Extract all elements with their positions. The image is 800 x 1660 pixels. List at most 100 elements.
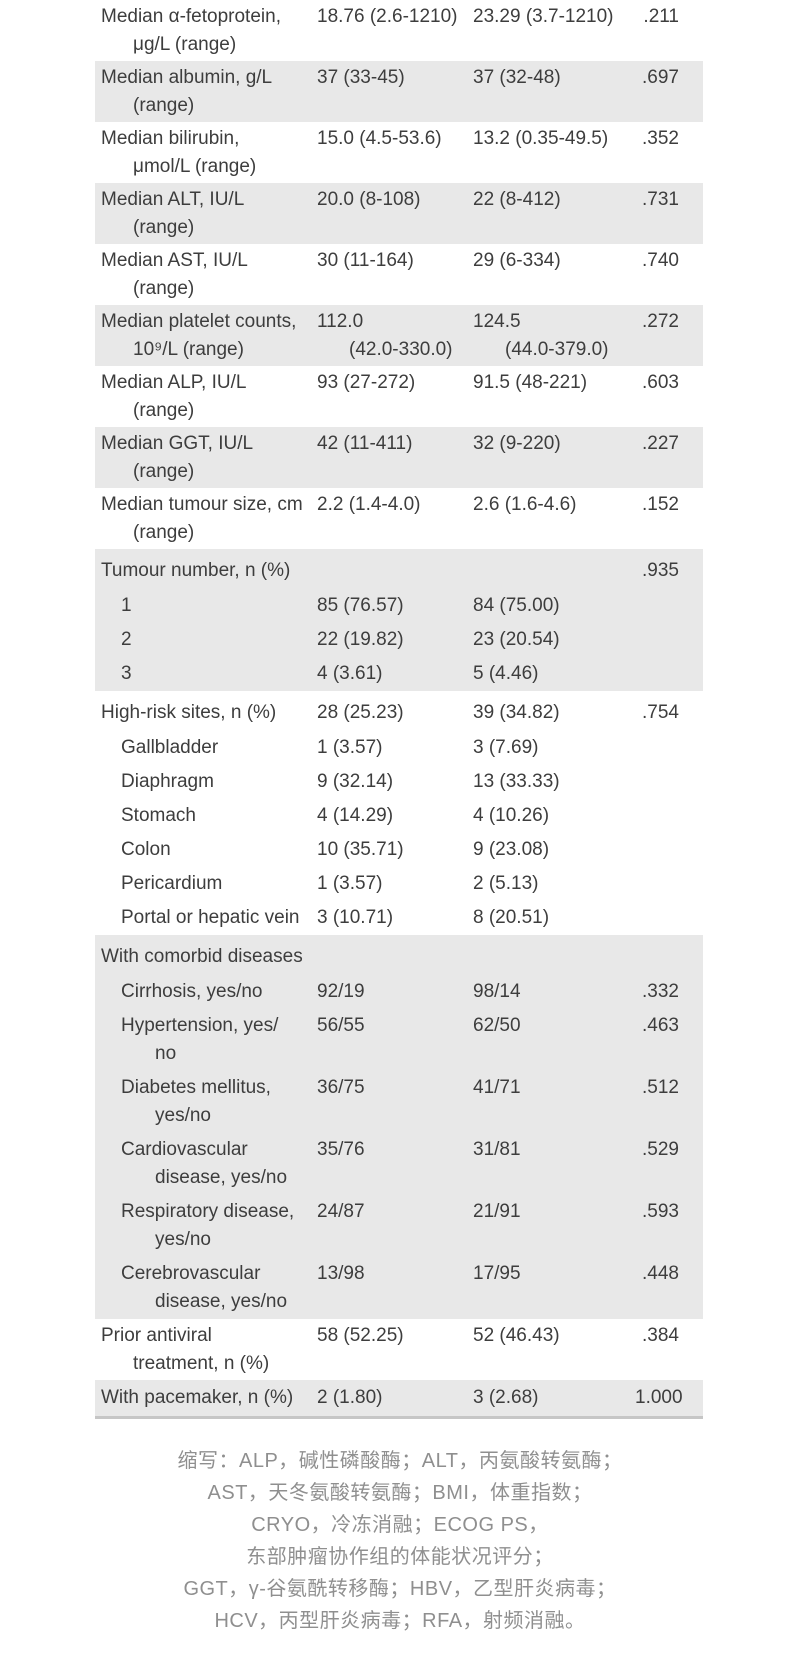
value-group2-line: 52 (46.43) [473, 1325, 560, 1346]
row-label: Median bilirubin, μmol/L (range) [95, 125, 317, 181]
value-group2: 21/91 [473, 1198, 635, 1226]
value-group2: 2 (5.13) [473, 870, 635, 898]
p-value: .740 [642, 250, 679, 271]
value-group1-line: 93 (27-272) [317, 372, 416, 393]
table-row: High-risk sites, n (%) 28 (25.23) 39 (34.8… [95, 691, 703, 731]
row-label: 3 [95, 660, 317, 688]
row-label-line: (range) [133, 95, 195, 116]
table-row: Median ALP, IU/L (range) 93 (27-272) 91.5 (… [95, 366, 703, 427]
row-label: Portal or hepatic vein [95, 904, 317, 932]
value-group1-line: 4 (14.29) [317, 805, 394, 826]
value-group1-line: 4 (3.61) [317, 663, 383, 684]
value-group2-line: 98/14 [473, 981, 521, 1002]
row-label-line: Diabetes mellitus, [121, 1077, 271, 1098]
value-group1: 85 (76.57) [317, 592, 473, 620]
value-group2-line: 13 (33.33) [473, 771, 560, 792]
table-row: With comorbid diseases [95, 935, 703, 975]
value-group2-line: 62/50 [473, 1015, 521, 1036]
p-value: .603 [642, 372, 679, 393]
value-group2-line: 41/71 [473, 1077, 521, 1098]
value-group2-line: 39 (34.82) [473, 702, 560, 723]
value-group1: 22 (19.82) [317, 626, 473, 654]
row-label-line: Median tumour size, cm [101, 494, 303, 515]
value-group1: 93 (27-272) [317, 369, 473, 397]
row-label-line: Median platelet counts, [101, 311, 297, 332]
row-label-line: 10⁹/L (range) [133, 339, 244, 360]
p-value: .463 [642, 1015, 679, 1036]
value-group1: 2.2 (1.4-4.0) [317, 491, 473, 519]
value-group1-line: 42 (11-411) [317, 433, 413, 454]
row-label-line: μg/L (range) [133, 34, 237, 55]
row-label-line: Median α-fetoprotein, [101, 6, 281, 27]
p-value: .697 [642, 67, 679, 88]
value-group1: 30 (11-164) [317, 247, 473, 275]
value-group1-line: 30 (11-164) [317, 250, 414, 271]
row-label-line: (range) [133, 278, 195, 299]
value-group2-line: 37 (32-48) [473, 67, 561, 88]
row-label-line: yes/no [155, 1105, 211, 1126]
table-row: Cirrhosis, yes/no 92/19 98/14 .332 [95, 975, 703, 1009]
row-label: Respiratory disease, yes/no [95, 1198, 317, 1254]
value-group2-line: 5 (4.46) [473, 663, 539, 684]
value-group1: 4 (14.29) [317, 802, 473, 830]
table-row: Respiratory disease, yes/no 24/87 21/91 .593 [95, 1195, 703, 1257]
row-label: Colon [95, 836, 317, 864]
row-label-line: no [155, 1043, 177, 1064]
value-group2-line: 32 (9-220) [473, 433, 561, 454]
value-group2-line: 23 (20.54) [473, 629, 560, 650]
value-group2: 32 (9-220) [473, 430, 635, 458]
row-label: Median platelet counts, 10⁹/L (range) [95, 308, 317, 364]
row-label: Median albumin, g/L (range) [95, 64, 317, 120]
row-label-line: disease, yes/no [155, 1167, 288, 1188]
row-label-line: High-risk sites, n (%) [101, 702, 277, 723]
table-row: Median albumin, g/L (range) 37 (33-45) 37 (… [95, 61, 703, 122]
value-group1: 92/19 [317, 978, 473, 1006]
table-row: Median AST, IU/L (range) 30 (11-164) 29 (6-… [95, 244, 703, 305]
value-group1-line: 10 (35.71) [317, 839, 404, 860]
row-label: Cardiovascular disease, yes/no [95, 1136, 317, 1192]
table-row: Tumour number, n (%) .935 [95, 549, 703, 589]
value-group1: 112.0 (42.0-330.0) [317, 308, 473, 364]
value-group1-line: 1 (3.57) [317, 873, 383, 894]
table-row: Pericardium 1 (3.57) 2 (5.13) [95, 867, 703, 901]
value-group1: 28 (25.23) [317, 699, 473, 727]
value-group1-line: 92/19 [317, 981, 365, 1002]
p-value: .448 [642, 1263, 679, 1284]
value-group1: 1 (3.57) [317, 734, 473, 762]
value-group1: 2 (1.80) [317, 1384, 473, 1412]
value-group2: 3 (2.68) [473, 1384, 635, 1412]
value-group2: 23.29 (3.7-1210) [473, 3, 635, 31]
row-label-line: Median GGT, IU/L [101, 433, 254, 454]
value-group1-line: 28 (25.23) [317, 702, 404, 723]
value-group2: 124.5 (44.0-379.0) [473, 308, 635, 364]
table-row: Cardiovascular disease, yes/no 35/76 31/81.… [95, 1133, 703, 1195]
value-group2-line: 3 (2.68) [473, 1387, 539, 1408]
row-label-line: (range) [133, 522, 195, 543]
value-group1: 36/75 [317, 1074, 473, 1102]
value-group2: 13 (33.33) [473, 768, 635, 796]
value-group1-line: 18.76 (2.6-1210) [317, 6, 458, 27]
value-group1: 1 (3.57) [317, 870, 473, 898]
row-label-line: Gallbladder [121, 737, 219, 758]
p-value: .593 [642, 1201, 679, 1222]
value-group2: 62/50 [473, 1012, 635, 1040]
row-label-line: treatment, n (%) [133, 1353, 270, 1374]
table-row: Median platelet counts, 10⁹/L (range) 112.… [95, 305, 703, 366]
row-label-line: Stomach [121, 805, 196, 826]
row-label-line: Diaphragm [121, 771, 214, 792]
value-group1-line: 15.0 (4.5-53.6) [317, 128, 442, 149]
value-group2: 22 (8-412) [473, 186, 635, 214]
row-label: Diabetes mellitus, yes/no [95, 1074, 317, 1130]
footnote-line: 缩写：ALP，碱性磷酸酶；ALT，丙氨酸转氨酶； [177, 1450, 623, 1472]
footnote-line: CRYO，冷冻消融；ECOG PS， [251, 1514, 549, 1536]
row-label: Median tumour size, cm (range) [95, 491, 317, 547]
row-label: Median AST, IU/L (range) [95, 247, 317, 303]
footnote-line: HCV，丙型肝炎病毒；RFA，射频消融。 [214, 1610, 586, 1632]
row-label: Prior antiviral treatment, n (%) [95, 1322, 317, 1378]
abbreviations-footnote: 缩写：ALP，碱性磷酸酶；ALT，丙氨酸转氨酶； AST，天冬氨酸转氨酶；BMI，… [0, 1419, 800, 1637]
value-group2: 2.6 (1.6-4.6) [473, 491, 635, 519]
row-label-line: Hypertension, yes/ [121, 1015, 279, 1036]
table-row: Gallbladder 1 (3.57) 3 (7.69) [95, 731, 703, 765]
value-group2: 84 (75.00) [473, 592, 635, 620]
row-label: Gallbladder [95, 734, 317, 762]
